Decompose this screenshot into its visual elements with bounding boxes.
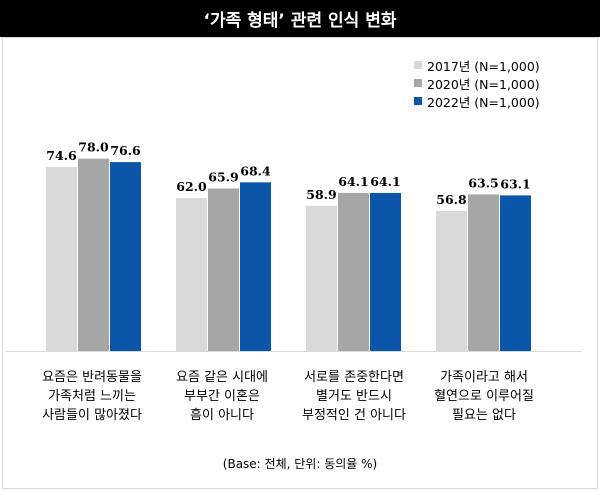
value-label-1-0: 62.0 (176, 179, 207, 194)
category-label-line: 부부간 이혼은 (184, 389, 260, 404)
category-label-line: 부정적인 건 아니다 (302, 408, 406, 423)
bar-0-0 (46, 167, 77, 351)
legend-swatch-2022 (414, 97, 422, 105)
legend-label-2020: 2020년 (N=1,000) (427, 76, 540, 92)
value-label-3-0: 56.8 (436, 192, 467, 207)
category-label-line: 서로를 존중한다면 (304, 370, 404, 385)
bar-0-2 (110, 162, 141, 351)
legend-item-2020: 2020년 (N=1,000) (414, 74, 540, 92)
value-label-1-1: 65.9 (208, 169, 238, 184)
category-label-line: 요즘 같은 시대에 (176, 370, 268, 385)
legend-item-2017: 2017년 (N=1,000) (414, 56, 540, 74)
legend-item-2022: 2022년 (N=1,000) (414, 92, 540, 110)
legend-label-2022: 2022년 (N=1,000) (427, 94, 540, 110)
value-label-3-2: 63.1 (500, 176, 530, 191)
bar-3-2 (500, 195, 531, 351)
value-label-2-1: 64.1 (338, 174, 368, 189)
bar-1-2 (240, 182, 271, 351)
value-label-2-2: 64.1 (370, 174, 400, 189)
footnote: (Base: 전체, 단위: 동의율 %) (222, 457, 378, 471)
value-label-0-2: 76.6 (110, 143, 141, 158)
category-label-line: 흠이 아니다 (190, 408, 254, 423)
value-label-0-0: 74.6 (46, 148, 77, 163)
bar-2-1 (338, 192, 369, 351)
value-label-1-2: 68.4 (240, 163, 271, 178)
bar-2-0 (306, 205, 337, 351)
value-label-0-1: 78.0 (78, 140, 109, 155)
category-label-line: 요즘은 반려동물을 (42, 370, 142, 385)
bar-0-1 (78, 158, 109, 351)
bar-1-1 (208, 188, 239, 351)
bar-2-2 (370, 192, 401, 351)
bar-1-0 (176, 198, 207, 351)
bar-3-1 (468, 194, 499, 351)
category-label-line: 사람들이 많아졌다 (42, 408, 142, 423)
category-label-line: 가족처럼 느끼는 (48, 389, 136, 404)
bar-3-0 (436, 210, 467, 351)
chart-frame (2, 37, 598, 489)
chart-title-bar: ‘가족 형태’ 관련 인식 변화 (0, 0, 600, 37)
category-label-line: 가족이라고 해서 (440, 370, 528, 385)
legend-label-2017: 2017년 (N=1,000) (427, 58, 540, 74)
legend-swatch-2017 (414, 61, 422, 69)
value-label-2-0: 58.9 (306, 187, 336, 202)
legend: 2017년 (N=1,000) 2020년 (N=1,000) 2022년 (N… (414, 56, 540, 110)
value-label-3-1: 63.5 (468, 175, 498, 190)
legend-swatch-2020 (414, 79, 422, 87)
chart-title: ‘가족 형태’ 관련 인식 변화 (203, 11, 397, 31)
category-label-line: 혈연으로 이루어질 (434, 389, 534, 404)
category-label-line: 필요는 없다 (452, 408, 516, 423)
category-label-line: 별거도 반드시 (316, 389, 392, 404)
